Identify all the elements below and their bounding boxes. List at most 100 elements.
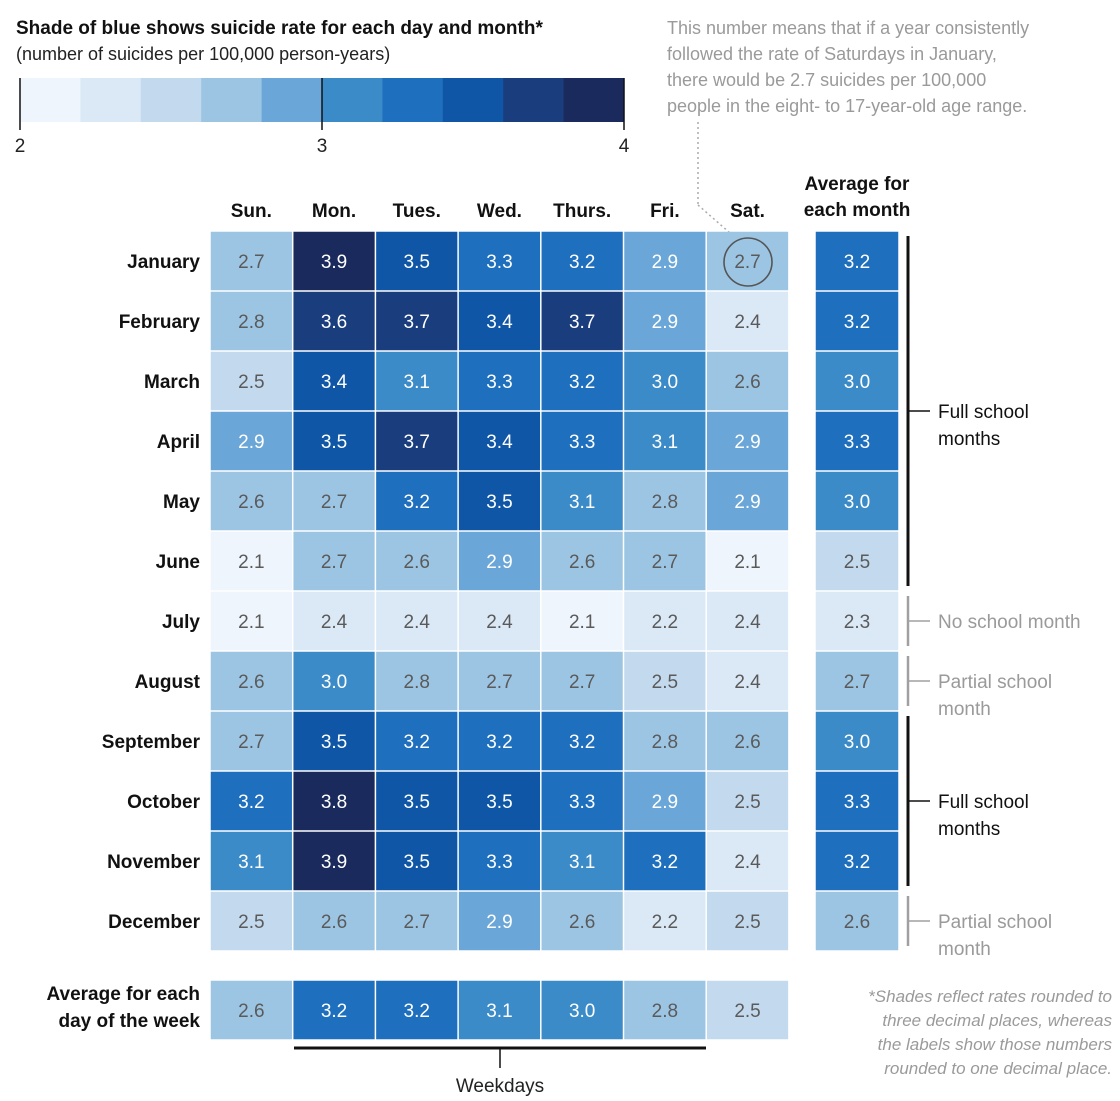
heatmap-cell-label: 2.8 [652,492,678,513]
heatmap-cell [624,711,706,771]
heatmap-cell [458,411,541,471]
heatmap-cell [458,231,541,291]
heatmap-cell [706,471,789,531]
column-header: Fri. [650,201,680,222]
heatmap-cell-label: 3.2 [238,792,264,813]
row-label: January [127,252,200,273]
heatmap-cell-label: 3.9 [321,252,347,273]
highlight-circle [723,237,773,287]
column-headers: Sun. Mon. Tues. Wed. Thurs. Fri. Sat. [231,201,765,222]
heatmap-cell-label: 2.9 [734,432,760,453]
day-average-cell [624,980,706,1040]
heatmap-cell [624,591,706,651]
heatmap-cell [293,531,375,591]
month-average-cell-label: 3.3 [844,432,870,453]
bracket-label: Full school [938,402,1029,423]
row-label: November [107,852,201,873]
legend-subtitle: (number of suicides per 100,000 person-y… [16,44,390,64]
heatmap-cell [541,651,623,711]
month-average-cell [815,891,899,951]
heatmap-cell [376,711,458,771]
heatmap-cell [541,411,623,471]
heatmap-cell-label: 3.4 [321,372,348,393]
heatmap-cell-label: 3.9 [321,852,347,873]
heatmap-cell [706,351,789,411]
bracket-label: Full school [938,792,1029,813]
heatmap-cell-label: 2.5 [652,672,678,693]
heatmap-cell-label: 2.5 [238,372,264,393]
heatmap-cell [706,291,789,351]
heatmap-cell [624,411,706,471]
day-average-cell [293,980,375,1040]
day-average-cell-label: 3.0 [569,1001,595,1022]
heatmap-cell [376,531,458,591]
heatmap-cell [293,711,375,771]
legend-swatch [20,78,81,122]
heatmap-cell-label: 2.4 [486,612,513,633]
month-average-cell [815,711,899,771]
day-average-cell-label: 3.1 [486,1001,512,1022]
month-average-cell [815,531,899,591]
bracket-label: month [938,699,991,720]
month-average-cell-label: 2.6 [844,912,870,933]
heatmap-cell-label: 2.4 [321,612,348,633]
heatmap-cell [293,771,375,831]
heatmap-cell-label: 2.5 [734,792,760,813]
annotation-line: This number means that if a year consist… [667,18,1029,38]
column-header: Sat. [730,201,765,222]
heatmap-cell [210,351,292,411]
heatmap-cell-label: 3.4 [486,432,513,453]
heatmap-cell [376,231,458,291]
heatmap-cell [293,351,375,411]
day-average-cell-label: 2.6 [238,1001,264,1022]
row-label: September [102,732,201,753]
heatmap-cell [624,891,706,951]
row-label: February [119,312,201,333]
heatmap-cell [293,411,375,471]
annotation-leader-line [697,204,739,241]
heatmap-cell [624,771,706,831]
legend-title: Shade of blue shows suicide rate for eac… [16,18,543,39]
column-header: Sun. [231,201,272,222]
heatmap-cell [541,531,623,591]
heatmap-cell [706,231,789,291]
month-average-cell-label: 3.2 [844,252,870,273]
month-average-cell [815,351,899,411]
heatmap-cell [458,471,541,531]
heatmap-cell [706,411,789,471]
heatmap-cell-label: 3.3 [569,432,595,453]
heatmap-cell [293,831,375,891]
heatmap-cell-label: 3.7 [404,312,430,333]
heatmap-cell-label: 2.6 [238,492,264,513]
heatmap-cell [541,231,623,291]
heatmap-cell-label: 2.1 [569,612,595,633]
heatmap-cell [706,771,789,831]
weekdays-label: Weekdays [456,1076,544,1097]
heatmap-cell-label: 2.9 [652,312,678,333]
month-average-cell [815,291,899,351]
month-average-cell [815,471,899,531]
day-average-cell [458,980,541,1040]
heatmap-cell-label: 3.1 [652,432,678,453]
avg-day-label: day of the week [59,1011,201,1032]
heatmap-cell [541,291,623,351]
month-average-cell [815,411,899,471]
bracket-label: Partial school [938,912,1052,933]
row-label: April [157,432,200,453]
heatmap-cell-label: 2.8 [404,672,430,693]
heatmap-cell [624,531,706,591]
heatmap-cell [541,711,623,771]
heatmap-cell-label: 3.5 [486,492,512,513]
heatmap-cell-label: 3.2 [404,492,430,513]
heatmap-cell-label: 2.4 [734,672,761,693]
heatmap-cell-label: 2.7 [734,252,760,273]
month-average-cell [815,651,899,711]
footnote: *Shades reflect rates rounded to three d… [868,987,1112,1078]
heatmap-cell [624,831,706,891]
heatmap-cell-label: 2.7 [321,492,347,513]
heatmap-cell [376,771,458,831]
legend-swatch [322,78,383,122]
legend-swatch [442,78,504,122]
day-average-cell [376,980,458,1040]
heatmap-cell-label: 3.4 [486,312,513,333]
